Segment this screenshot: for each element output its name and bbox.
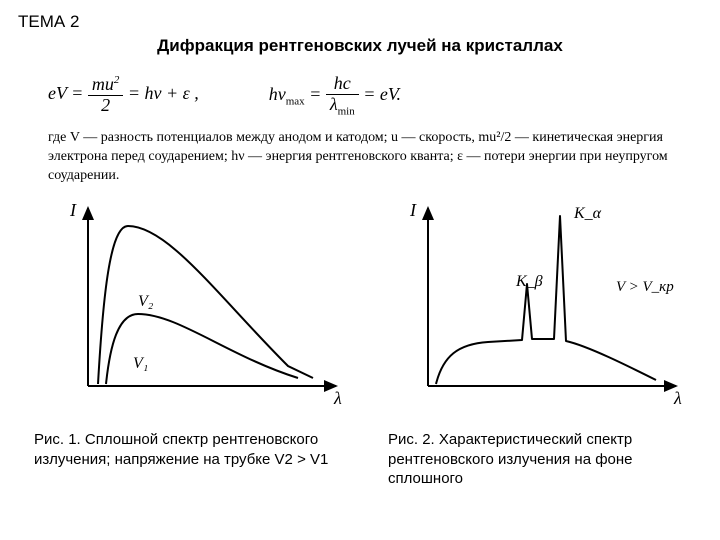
f1-eq2: = hν + ε , bbox=[128, 83, 199, 103]
formula-2: hνmax = hc λmin = eV. bbox=[269, 74, 401, 117]
figure-1-svg: Iλ V₂ V₁ bbox=[48, 196, 348, 416]
svg-text:V > V_кр: V > V_кр bbox=[616, 279, 674, 295]
f1-eq1: = bbox=[71, 83, 83, 103]
svg-text:K_β: K_β bbox=[515, 273, 543, 290]
f2-eq2: = eV. bbox=[363, 84, 401, 104]
f2-lhs: hνmax bbox=[269, 84, 305, 104]
formula-row: eV = mu2 2 = hν + ε , hνmax = hc λmin = … bbox=[48, 74, 702, 117]
f2-eq1: = bbox=[309, 84, 321, 104]
formula-1: eV = mu2 2 = hν + ε , bbox=[48, 74, 199, 117]
topic-label: ТЕМА 2 bbox=[18, 12, 702, 32]
svg-text:V₁: V₁ bbox=[133, 355, 148, 372]
f1-frac: mu2 2 bbox=[88, 74, 124, 116]
figure-1: Iλ V₂ V₁ bbox=[48, 196, 348, 416]
figure-2-svg: Iλ K_β K_α V > V_кр bbox=[388, 196, 688, 416]
svg-text:λ: λ bbox=[673, 388, 682, 408]
figure-2: Iλ K_β K_α V > V_кр bbox=[388, 196, 688, 416]
caption-2: Рис. 2. Характеристический спектр рентге… bbox=[388, 430, 702, 489]
page-title: Дифракция рентгеновских лучей на кристал… bbox=[80, 36, 640, 56]
variable-description: где V — разность потенциалов между анодо… bbox=[48, 129, 668, 186]
svg-text:K_α: K_α bbox=[573, 205, 602, 222]
svg-text:I: I bbox=[69, 200, 77, 220]
svg-text:λ: λ bbox=[333, 388, 342, 408]
captions-row: Рис. 1. Сплошной спектр рентгеновского и… bbox=[34, 430, 702, 489]
caption-1: Рис. 1. Сплошной спектр рентгеновского и… bbox=[34, 430, 348, 489]
f2-frac: hc λmin bbox=[326, 74, 359, 117]
f1-lhs: eV bbox=[48, 83, 67, 103]
figures-row: Iλ V₂ V₁ Iλ K_β K_α V > V_кр bbox=[48, 196, 702, 416]
svg-text:V₂: V₂ bbox=[138, 293, 154, 310]
svg-text:I: I bbox=[409, 200, 417, 220]
